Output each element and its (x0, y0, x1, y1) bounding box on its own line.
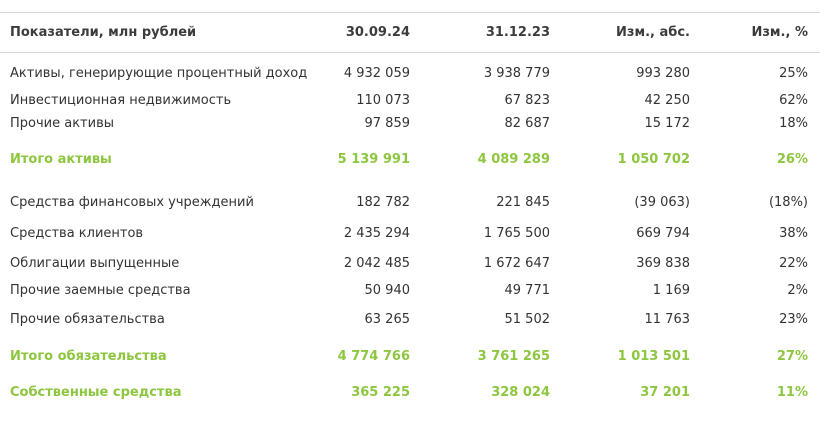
header-cell: Изм., % (751, 25, 809, 40)
value-cell: 5 139 991 (337, 152, 410, 167)
value-cell: 4 774 766 (337, 349, 410, 364)
value-cell: 221 845 (496, 195, 550, 210)
value-cell: 37 201 (640, 385, 690, 400)
value-cell: 1 169 (652, 283, 690, 298)
value-cell: 22% (779, 256, 808, 271)
value-cell: 669 794 (636, 226, 690, 241)
value-cell: 42 250 (644, 93, 691, 108)
value-cell: 2% (787, 283, 808, 298)
row-label: Собственные средства (10, 385, 182, 400)
value-cell: 1 050 702 (617, 152, 690, 167)
top-rule (0, 12, 820, 13)
value-cell: 49 771 (504, 283, 551, 298)
value-cell: 993 280 (636, 66, 690, 81)
row-label: Облигации выпущенные (10, 256, 180, 271)
value-cell: 4 932 059 (343, 66, 410, 81)
value-cell: 38% (779, 226, 808, 241)
value-cell: (18%) (768, 195, 808, 210)
value-cell: 11% (776, 385, 808, 400)
row-label: Активы, генерирующие процентный доход (10, 66, 308, 81)
value-cell: 67 823 (504, 93, 551, 108)
value-cell: 365 225 (351, 385, 410, 400)
value-cell: 63 265 (364, 312, 411, 327)
value-cell: 27% (776, 349, 808, 364)
value-cell: 1 672 647 (483, 256, 550, 271)
value-cell: 51 502 (504, 312, 551, 327)
row-label: Прочие активы (10, 116, 115, 131)
value-cell: 15 172 (644, 116, 691, 131)
value-cell: 2 042 485 (343, 256, 410, 271)
value-cell: 4 089 289 (477, 152, 550, 167)
value-cell: 3 761 265 (477, 349, 550, 364)
value-cell: 182 782 (356, 195, 410, 210)
header-cell: Показатели, млн рублей (10, 25, 197, 40)
value-cell: 97 859 (364, 116, 411, 131)
value-cell: 11 763 (644, 312, 691, 327)
row-label: Средства финансовых учреждений (10, 195, 254, 210)
value-cell: 18% (779, 116, 808, 131)
header-rule (0, 52, 820, 53)
header-cell: 31.12.23 (485, 25, 550, 40)
row-label: Инвестиционная недвижимость (10, 93, 232, 108)
row-label: Итого обязательства (10, 349, 167, 364)
value-cell: 23% (779, 312, 808, 327)
value-cell: 110 073 (356, 93, 410, 108)
value-cell: 1 013 501 (617, 349, 690, 364)
value-cell: 328 024 (491, 385, 550, 400)
value-cell: 3 938 779 (483, 66, 550, 81)
header-cell: 30.09.24 (345, 25, 410, 40)
value-cell: 62% (779, 93, 808, 108)
value-cell: 1 765 500 (483, 226, 550, 241)
value-cell: 50 940 (364, 283, 411, 298)
value-cell: (39 063) (634, 195, 690, 210)
row-label: Средства клиентов (10, 226, 144, 241)
row-label: Прочие обязательства (10, 312, 165, 327)
row-label: Прочие заемные средства (10, 283, 191, 298)
header-cell: Изм., абс. (616, 25, 690, 40)
value-cell: 26% (776, 152, 808, 167)
value-cell: 2 435 294 (343, 226, 410, 241)
value-cell: 369 838 (636, 256, 690, 271)
row-label: Итого активы (10, 152, 112, 167)
value-cell: 82 687 (504, 116, 551, 131)
value-cell: 25% (779, 66, 808, 81)
